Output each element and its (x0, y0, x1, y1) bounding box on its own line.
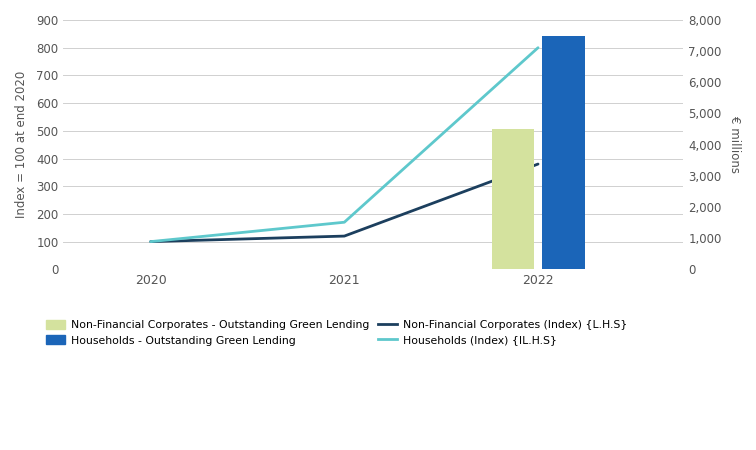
Legend: Non-Financial Corporates - Outstanding Green Lending, Households - Outstanding G: Non-Financial Corporates - Outstanding G… (45, 320, 627, 346)
Y-axis label: Index = 100 at end 2020: Index = 100 at end 2020 (15, 71, 28, 218)
Y-axis label: € millions: € millions (728, 116, 741, 173)
Bar (491, 129, 534, 270)
Bar (542, 36, 584, 270)
